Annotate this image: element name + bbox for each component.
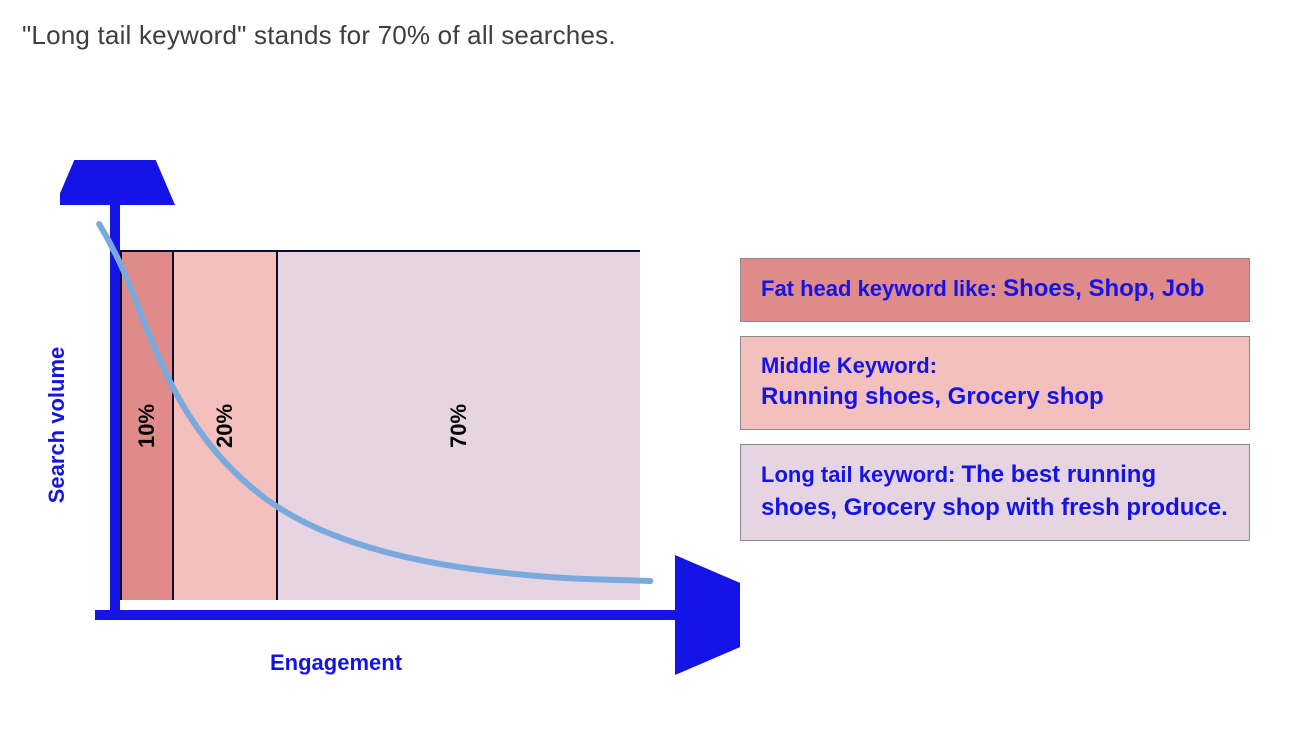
legend-item-fat-head-example: Shoes, Shop, Job <box>1003 275 1204 302</box>
region-fat-head: 10% <box>120 252 172 600</box>
chart-stage: 10% 20% 70% Search volume Engagement <box>60 160 680 700</box>
page-title: "Long tail keyword" stands for 70% of al… <box>22 20 616 51</box>
region-fat-head-percent: 10% <box>134 404 160 448</box>
region-long-tail-percent: 70% <box>446 404 472 448</box>
region-middle-percent: 20% <box>212 404 238 448</box>
chart-plot-area: 10% 20% 70% <box>120 250 640 600</box>
legend-item-middle-label: Middle Keyword: <box>761 353 937 378</box>
legend-item-middle: Middle Keyword: Running shoes, Grocery s… <box>740 336 1250 430</box>
region-long-tail: 70% <box>276 252 640 600</box>
legend-item-fat-head: Fat head keyword like: Shoes, Shop, Job <box>740 258 1250 322</box>
legend: Fat head keyword like: Shoes, Shop, Job … <box>740 258 1250 555</box>
legend-item-fat-head-label: Fat head keyword like: <box>761 276 1003 301</box>
x-axis-label: Engagement <box>270 650 402 676</box>
y-axis-label: Search volume <box>44 347 70 504</box>
legend-item-long-tail: Long tail keyword: The best running shoe… <box>740 444 1250 541</box>
region-middle: 20% <box>172 252 276 600</box>
legend-item-middle-example: Running shoes, Grocery shop <box>761 383 1104 410</box>
legend-item-long-tail-label: Long tail keyword: <box>761 462 961 487</box>
